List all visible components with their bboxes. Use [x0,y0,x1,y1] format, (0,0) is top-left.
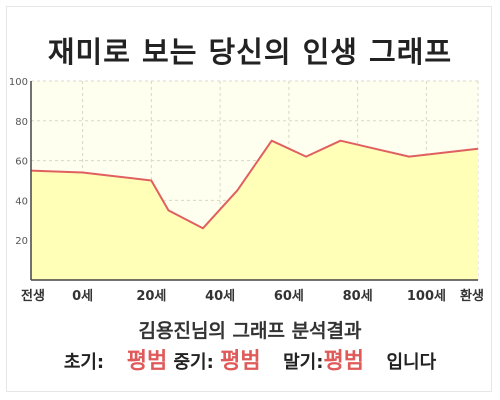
analysis-subtitle: 김용진님의 그래프 분석결과 [138,320,362,342]
area-fill [31,140,478,280]
outer-frame [6,6,492,392]
page-title: 재미로 보는 당신의 인생 그래프 [47,35,453,69]
y-tick-label: 80 [15,117,28,128]
x-tick-label: 0세 [72,289,93,304]
mid-value: 평범 [220,349,261,374]
y-tick-label: 20 [15,236,28,247]
late-label: 말기: [283,352,324,373]
mid-label: 중기: [173,352,214,373]
result-suffix: 입니다 [386,352,437,373]
x-tick-label: 전생 [21,288,45,304]
early-label: 초기: [63,352,105,373]
x-tick-label: 60세 [274,289,304,304]
y-tick-labels: 20 40 60 80 100 [9,77,28,247]
x-tick-label: 20세 [136,289,166,304]
x-tick-label: 80세 [343,289,373,304]
y-tick-label: 60 [15,157,28,168]
x-tick-label: 100세 [407,289,446,304]
x-tick-labels: 전생 0세 20세 40세 60세 80세 100세 환생 [21,288,484,304]
early-value: 평범 [126,349,168,374]
y-tick-label: 100 [9,77,28,88]
late-value: 평범 [323,349,364,374]
x-tick-label: 환생 [460,288,484,304]
axes [30,81,478,281]
result-line: 초기: 평범 중기: 평범 말기:평범 입니다 [0,346,500,379]
x-tick-label: 40세 [205,289,235,304]
y-tick-label: 40 [15,196,28,207]
series-line [30,139,479,230]
